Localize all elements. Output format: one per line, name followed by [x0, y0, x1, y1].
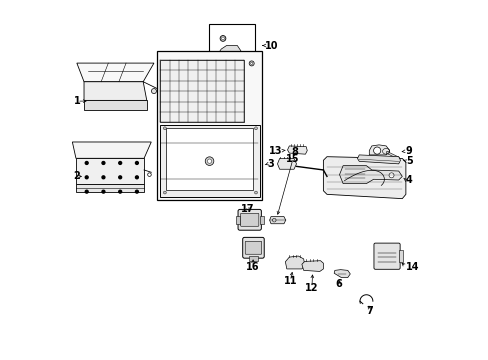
FancyBboxPatch shape — [159, 125, 259, 197]
Circle shape — [249, 61, 254, 66]
Polygon shape — [323, 157, 405, 199]
Circle shape — [102, 176, 104, 179]
Text: 1: 1 — [74, 96, 80, 106]
Text: 8: 8 — [291, 147, 298, 157]
Text: 4: 4 — [405, 175, 412, 185]
Polygon shape — [76, 184, 144, 192]
Circle shape — [220, 36, 225, 41]
FancyBboxPatch shape — [238, 210, 261, 230]
Circle shape — [102, 190, 104, 193]
Text: 11: 11 — [283, 276, 297, 286]
Circle shape — [163, 191, 166, 194]
FancyBboxPatch shape — [242, 237, 264, 258]
Circle shape — [254, 127, 257, 130]
Circle shape — [250, 62, 252, 64]
FancyBboxPatch shape — [240, 213, 258, 226]
Text: 15: 15 — [285, 154, 299, 164]
Text: 17: 17 — [241, 204, 254, 214]
Polygon shape — [285, 256, 304, 269]
Circle shape — [221, 37, 224, 40]
Text: 3: 3 — [267, 159, 274, 169]
Circle shape — [102, 162, 104, 165]
Circle shape — [85, 176, 88, 179]
Text: 2: 2 — [74, 171, 80, 181]
Circle shape — [147, 173, 151, 176]
Circle shape — [373, 147, 380, 154]
Polygon shape — [277, 158, 296, 169]
Text: 13: 13 — [268, 145, 282, 156]
Polygon shape — [333, 270, 349, 278]
Circle shape — [207, 159, 211, 163]
Circle shape — [85, 190, 88, 193]
Polygon shape — [287, 146, 306, 154]
Polygon shape — [386, 151, 399, 159]
Circle shape — [119, 176, 122, 179]
Polygon shape — [72, 142, 151, 158]
Circle shape — [135, 162, 138, 165]
Bar — [398, 250, 402, 262]
Polygon shape — [84, 100, 146, 110]
FancyBboxPatch shape — [165, 128, 253, 190]
FancyBboxPatch shape — [244, 241, 261, 254]
Polygon shape — [368, 145, 389, 155]
Bar — [160, 60, 244, 122]
Circle shape — [163, 127, 166, 130]
Text: 9: 9 — [405, 146, 411, 156]
Circle shape — [151, 89, 156, 94]
Bar — [235, 216, 239, 224]
Polygon shape — [84, 82, 146, 100]
Polygon shape — [269, 217, 285, 224]
Circle shape — [119, 190, 122, 193]
Polygon shape — [339, 166, 402, 184]
Circle shape — [85, 162, 88, 165]
Circle shape — [272, 219, 276, 222]
Text: 7: 7 — [366, 306, 373, 316]
Circle shape — [135, 190, 138, 193]
Bar — [208, 24, 255, 65]
Circle shape — [135, 176, 138, 179]
Polygon shape — [217, 45, 241, 58]
Text: 12: 12 — [305, 283, 318, 293]
Text: 10: 10 — [265, 41, 278, 50]
Circle shape — [254, 191, 257, 194]
Polygon shape — [76, 158, 144, 184]
Circle shape — [388, 173, 393, 178]
Text: 14: 14 — [405, 262, 419, 272]
Text: 16: 16 — [246, 262, 259, 272]
Polygon shape — [357, 155, 400, 164]
Text: 6: 6 — [334, 279, 341, 289]
Bar — [248, 256, 258, 261]
Circle shape — [205, 157, 213, 166]
Text: 5: 5 — [405, 156, 412, 166]
Polygon shape — [301, 261, 323, 271]
Bar — [259, 216, 264, 224]
FancyBboxPatch shape — [373, 243, 399, 269]
Polygon shape — [77, 63, 154, 82]
Circle shape — [119, 162, 122, 165]
Bar — [156, 51, 262, 200]
